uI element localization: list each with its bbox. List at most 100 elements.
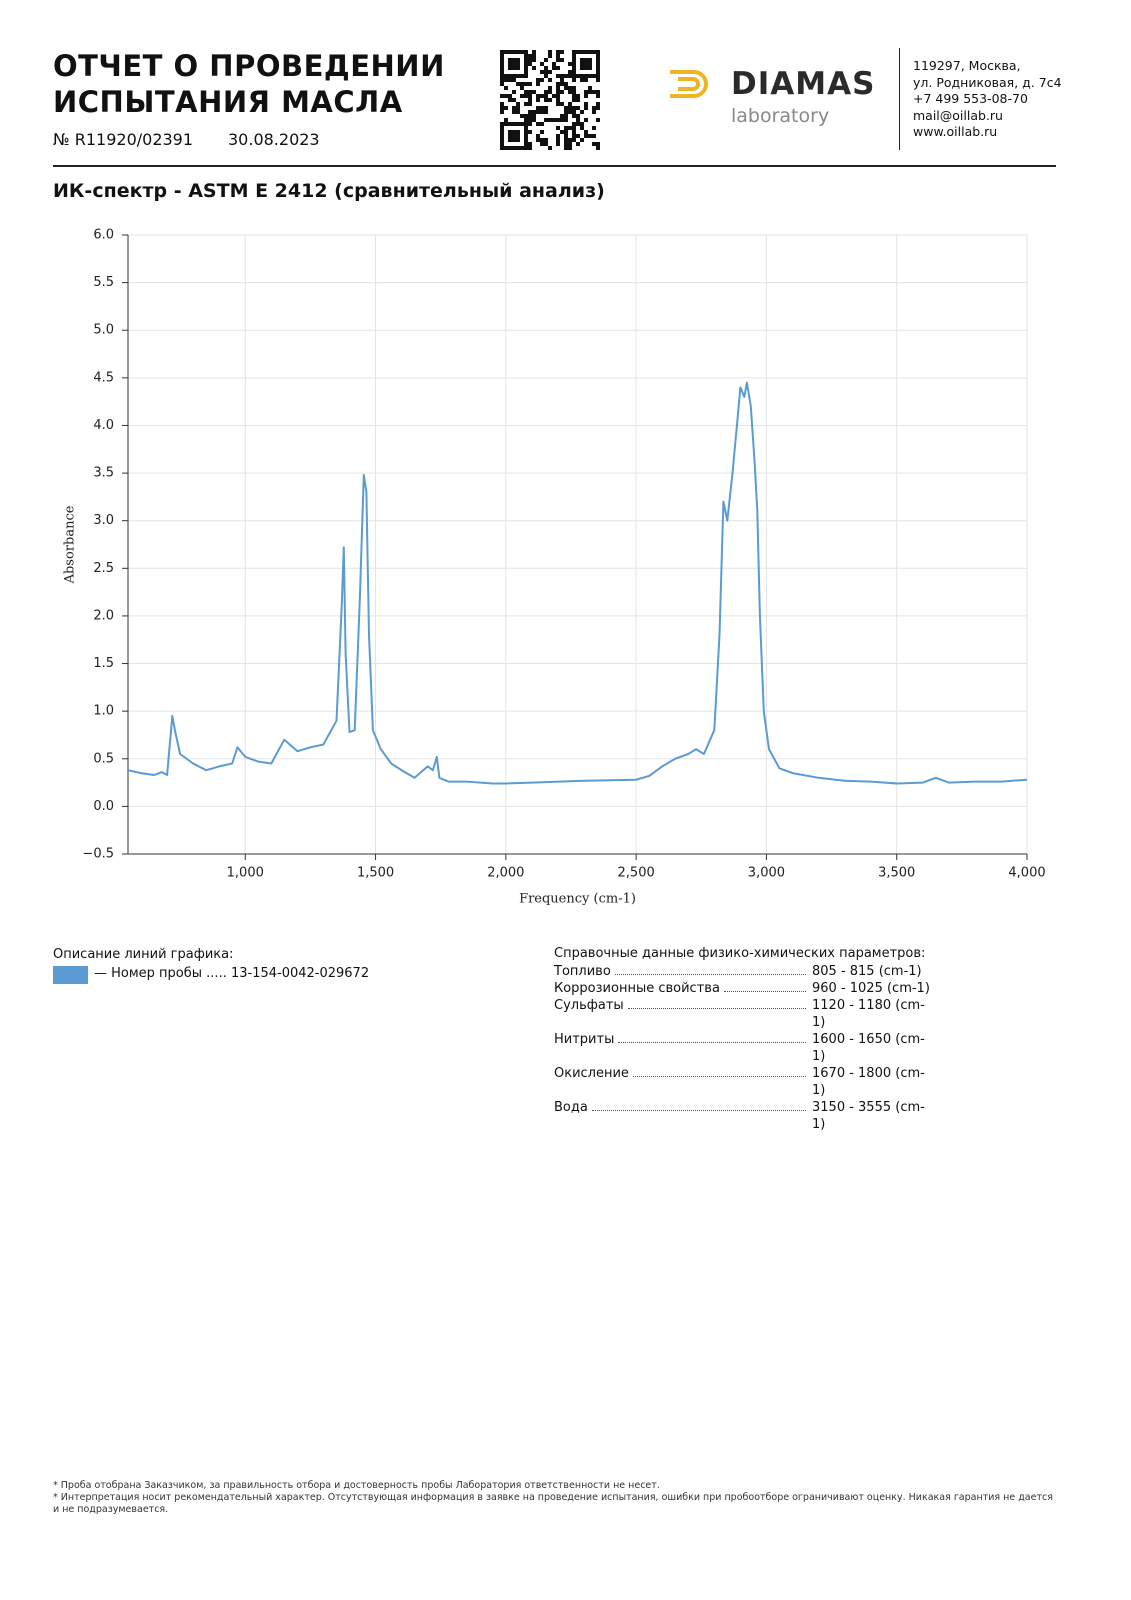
- qr-cell: [500, 62, 504, 66]
- qr-cell: [544, 90, 548, 94]
- qr-cell: [516, 58, 520, 62]
- chart: −0.5 0.0 0.5 1.0 1.5 2.0 2.5 3.0 3.5 4.0 4.5 5.0 5.5…: [63, 228, 1046, 907]
- qr-cell: [572, 98, 576, 102]
- qr-cell: [568, 142, 572, 146]
- y-tick-label: 5.5: [93, 275, 114, 290]
- qr-cell: [532, 110, 536, 114]
- qr-cell: [584, 74, 588, 78]
- qr-cell: [544, 74, 548, 78]
- qr-cell: [588, 134, 592, 138]
- qr-cell: [532, 54, 536, 58]
- qr-cell: [536, 98, 540, 102]
- qr-cell: [500, 142, 504, 146]
- qr-cell: [520, 82, 524, 86]
- qr-cell: [596, 58, 600, 62]
- y-tick-label: 2.5: [93, 561, 114, 576]
- qr-cell: [508, 62, 512, 66]
- qr-cell: [528, 94, 532, 98]
- qr-cell: [576, 114, 580, 118]
- qr-cell: [504, 94, 508, 98]
- qr-cell: [512, 138, 516, 142]
- qr-cell: [596, 78, 600, 82]
- qr-cell: [520, 122, 524, 126]
- param-name: Нитриты: [554, 1032, 615, 1047]
- y-tick-label: 4.0: [93, 418, 114, 433]
- y-tick-label: 4.5: [93, 370, 114, 385]
- qr-cell: [560, 82, 564, 86]
- qr-cell: [568, 90, 572, 94]
- qr-cell: [564, 86, 568, 90]
- qr-cell: [500, 94, 504, 98]
- qr-cell: [584, 118, 588, 122]
- reference-row: Топливо 805 - 815 (cm-1): [554, 963, 934, 980]
- qr-cell: [540, 122, 544, 126]
- qr-cell: [516, 146, 520, 150]
- legend-title: Описание линий графика:: [53, 947, 234, 962]
- qr-cell: [520, 50, 524, 54]
- qr-cell: [536, 94, 540, 98]
- qr-cell: [520, 74, 524, 78]
- y-tick-label: 3.5: [93, 466, 114, 481]
- qr-cell: [540, 106, 544, 110]
- qr-cell: [596, 106, 600, 110]
- qr-cell: [508, 66, 512, 70]
- x-tick-label: 4,000: [1008, 866, 1045, 881]
- qr-cell: [520, 94, 524, 98]
- title-line: ИСПЫТАНИЯ МАСЛА: [53, 85, 403, 119]
- qr-cell: [500, 70, 504, 74]
- y-tick-label: 0.5: [93, 751, 114, 766]
- qr-cell: [544, 58, 548, 62]
- y-axis-label: Absorbance: [63, 505, 78, 584]
- qr-cell: [508, 94, 512, 98]
- qr-cell: [540, 130, 544, 134]
- qr-cell: [528, 142, 532, 146]
- logo-arc: [678, 77, 700, 91]
- qr-cell: [524, 74, 528, 78]
- reference-row: Сульфаты 1120 - 1180 (cm-1): [554, 997, 934, 1031]
- qr-cell: [512, 106, 516, 110]
- logo-arc: [670, 70, 708, 98]
- qr-cell: [512, 98, 516, 102]
- qr-cell: [504, 78, 508, 82]
- qr-cell: [580, 62, 584, 66]
- qr-cell: [572, 122, 576, 126]
- qr-cell: [556, 98, 560, 102]
- qr-cell: [564, 74, 568, 78]
- qr-cell: [564, 134, 568, 138]
- qr-cell: [592, 106, 596, 110]
- qr-cell: [520, 86, 524, 90]
- qr-cell: [528, 58, 532, 62]
- y-tick-label: −0.5: [82, 847, 114, 862]
- contact: www.oillab.ru: [913, 124, 998, 139]
- qr-cell: [572, 66, 576, 70]
- qr-cell: [532, 66, 536, 70]
- qr-cell: [596, 62, 600, 66]
- y-tick-label: 1.5: [93, 656, 114, 671]
- qr-cell: [528, 90, 532, 94]
- qr-cell: [576, 134, 580, 138]
- x-tick-label: 3,000: [748, 866, 785, 881]
- qr-cell: [568, 138, 572, 142]
- qr-cell: [584, 106, 588, 110]
- qr-cell: [592, 50, 596, 54]
- qr-cell: [548, 70, 552, 74]
- leader: [632, 1076, 806, 1077]
- qr-cell: [572, 58, 576, 62]
- divider: [899, 48, 900, 150]
- qr-cell: [516, 110, 520, 114]
- qr-cell: [572, 138, 576, 142]
- qr-cell: [580, 138, 584, 142]
- qr-cell: [504, 86, 508, 90]
- qr-cell: [508, 50, 512, 54]
- qr-cell: [596, 50, 600, 54]
- contact: +7 499 553-08-70: [913, 91, 1028, 106]
- qr-cell: [540, 142, 544, 146]
- qr-cell: [576, 74, 580, 78]
- qr-cell: [588, 62, 592, 66]
- qr-cell: [516, 138, 520, 142]
- qr-cell: [528, 82, 532, 86]
- qr-cell: [516, 62, 520, 66]
- qr-cell: [504, 118, 508, 122]
- qr-cell: [500, 134, 504, 138]
- qr-cell: [524, 54, 528, 58]
